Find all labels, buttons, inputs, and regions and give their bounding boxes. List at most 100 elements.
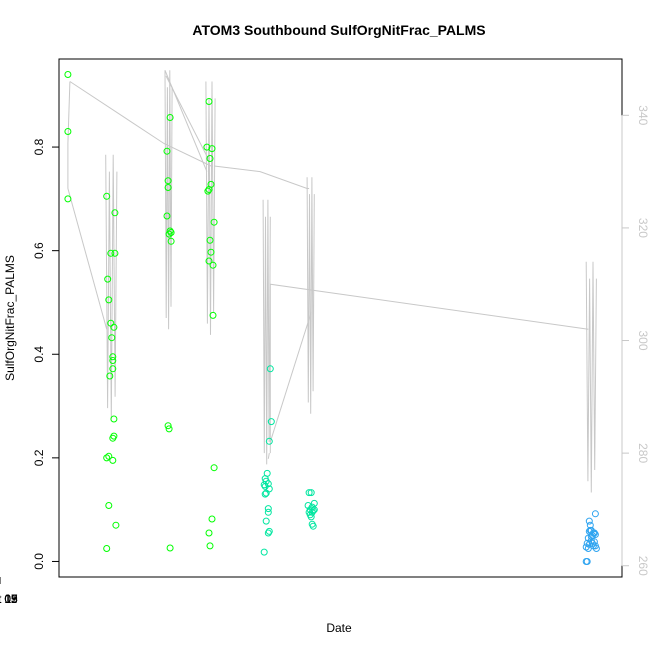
y2-tick-label: 260 — [636, 556, 650, 576]
data-point — [110, 323, 118, 331]
data-point — [205, 186, 213, 193]
secondary-line-burst — [306, 177, 315, 414]
data-point — [210, 464, 218, 472]
y2-tick-label: 320 — [636, 218, 650, 238]
data-point — [261, 490, 269, 498]
secondary-line-segment — [67, 188, 108, 330]
secondary-line-segment — [165, 75, 210, 161]
data-point — [110, 415, 118, 423]
secondary-line-segment — [269, 283, 589, 454]
data-point — [208, 145, 216, 153]
data-point — [205, 257, 213, 265]
data-point — [163, 147, 171, 155]
data-point — [166, 114, 174, 121]
y2-tick-label: 280 — [636, 443, 650, 463]
data-point — [264, 508, 272, 516]
x-tick-label: Oct 11 — [0, 592, 18, 606]
secondary-line-burst — [262, 199, 271, 465]
data-point — [109, 434, 117, 442]
data-point — [103, 454, 111, 462]
data-point — [591, 510, 599, 518]
data-point — [167, 237, 175, 245]
x-tick-label: Oct 05 — [0, 592, 18, 606]
plot-frame — [58, 58, 623, 578]
data-point — [167, 229, 175, 236]
secondary-line-segment — [67, 81, 71, 189]
data-point — [204, 187, 212, 195]
y-tick-label: 0.2 — [32, 449, 46, 466]
y-axis-label: SulfOrgNitFrac_PALMS — [3, 255, 17, 381]
data-point — [64, 71, 72, 78]
data-point — [208, 515, 216, 523]
data-point — [207, 248, 215, 256]
data-point — [262, 489, 270, 497]
x-tick-label: Oct 09 — [0, 592, 18, 606]
y2-axis: 260 280 300 320 340 — [621, 105, 650, 576]
secondary-line-segment — [214, 165, 310, 189]
data-point — [587, 526, 595, 534]
data-point — [111, 209, 119, 217]
x-tick-label: Oct 15 — [0, 592, 18, 606]
data-point — [166, 227, 174, 235]
data-point — [266, 365, 274, 373]
data-point — [206, 236, 214, 244]
data-point — [265, 527, 273, 535]
data-point — [309, 522, 317, 530]
secondary-line-layer — [67, 70, 597, 493]
data-point — [585, 517, 593, 525]
data-point — [267, 418, 275, 426]
y-tick-label: 0.0 — [32, 553, 46, 570]
data-point — [591, 531, 599, 538]
data-point — [260, 481, 268, 489]
data-point — [166, 544, 174, 552]
data-point — [586, 521, 594, 529]
data-point — [108, 334, 116, 342]
data-point — [104, 275, 112, 283]
data-point — [305, 489, 313, 497]
y2-tick-label: 340 — [636, 105, 650, 125]
data-point — [304, 502, 312, 509]
data-point — [106, 372, 114, 380]
data-point — [103, 545, 111, 552]
data-point — [105, 502, 113, 509]
y-tick-label: 0.8 — [32, 138, 46, 155]
data-point — [265, 437, 273, 445]
data-point — [164, 177, 172, 185]
secondary-line-segment — [269, 312, 312, 443]
data-point — [163, 212, 171, 220]
data-point — [205, 98, 213, 105]
data-point — [305, 508, 313, 516]
data-point — [264, 505, 272, 513]
y-tick-label: 0.4 — [32, 346, 46, 363]
secondary-line-burst — [164, 70, 173, 330]
data-point — [263, 469, 271, 477]
data-point — [209, 311, 217, 319]
x-tick-label: Oct 13 — [0, 592, 18, 606]
data-point — [206, 542, 214, 550]
secondary-line-burst — [105, 154, 118, 420]
data-point — [111, 249, 119, 257]
y2-tick-label: 300 — [636, 331, 650, 351]
points-layer — [64, 71, 600, 565]
data-point — [309, 507, 317, 515]
data-point — [109, 353, 117, 361]
data-point — [109, 365, 117, 373]
data-point — [203, 143, 211, 151]
data-point — [210, 218, 218, 226]
y-tick-label: 0.6 — [32, 242, 46, 259]
data-point — [164, 422, 172, 430]
secondary-line-segment — [267, 453, 270, 459]
data-point — [262, 517, 270, 525]
data-point — [307, 489, 315, 497]
x-axis-label: Date — [326, 621, 352, 635]
data-point — [205, 529, 213, 537]
chart-title: ATOM3 Southbound SulfOrgNitFrac_PALMS — [192, 22, 485, 38]
data-point — [64, 195, 72, 203]
data-point — [64, 128, 72, 135]
data-point — [585, 540, 593, 548]
data-point — [209, 261, 217, 269]
secondary-line-segment — [69, 81, 213, 167]
data-point — [105, 452, 113, 460]
secondary-line-burst — [585, 261, 597, 493]
data-point — [164, 184, 172, 191]
